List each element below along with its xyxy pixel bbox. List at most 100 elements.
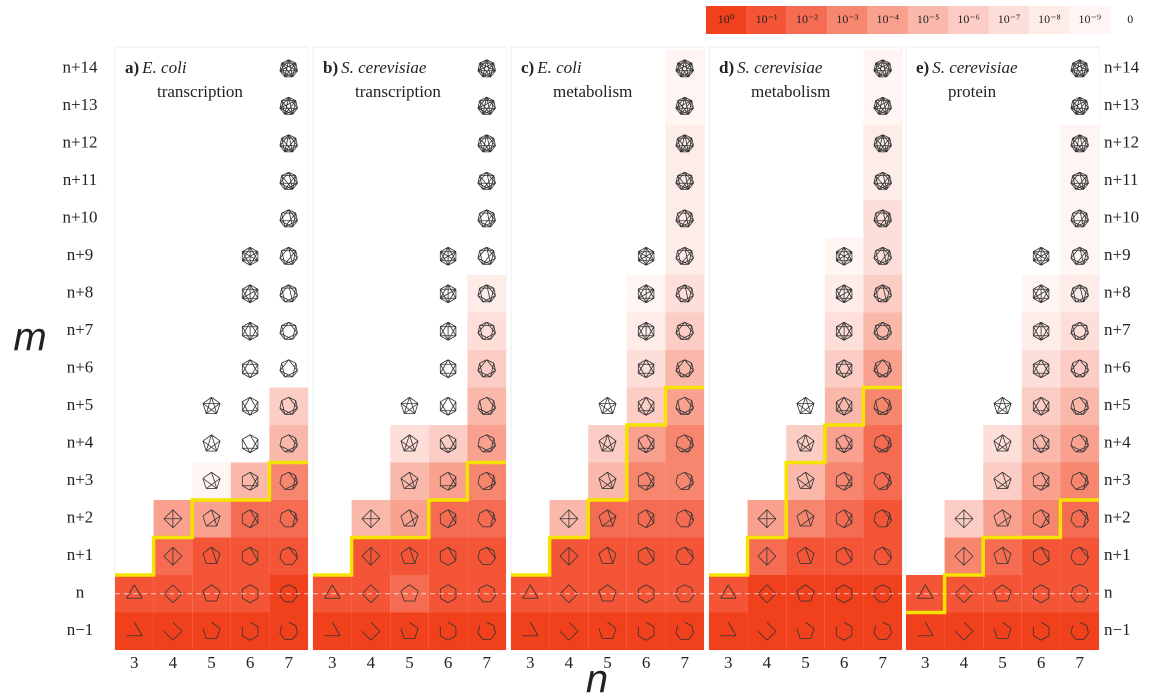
column-label: 7 bbox=[1075, 653, 1084, 672]
subgraph-icon bbox=[440, 285, 456, 303]
panel-kind: metabolism bbox=[553, 82, 632, 101]
row-label: n+10 bbox=[62, 208, 97, 227]
cell bbox=[1060, 388, 1099, 426]
cell bbox=[665, 463, 704, 501]
cell bbox=[269, 275, 308, 313]
column-label: 7 bbox=[878, 653, 887, 672]
cell bbox=[429, 425, 468, 463]
cell bbox=[863, 425, 902, 463]
cell bbox=[786, 388, 825, 426]
subgraph-icon bbox=[440, 247, 456, 265]
cell bbox=[983, 425, 1022, 463]
cell bbox=[467, 500, 506, 538]
cell bbox=[429, 613, 468, 651]
column-label: 4 bbox=[960, 653, 969, 672]
cell bbox=[825, 500, 864, 538]
column-label: 6 bbox=[246, 653, 255, 672]
panel-title: a)E. coli bbox=[125, 58, 187, 77]
cell bbox=[192, 500, 231, 538]
cell bbox=[1060, 538, 1099, 576]
column-label: 5 bbox=[603, 653, 612, 672]
column-label: 4 bbox=[763, 653, 772, 672]
cell bbox=[467, 50, 506, 88]
row-label: n+5 bbox=[1104, 395, 1131, 414]
cell bbox=[665, 350, 704, 388]
subgraph-icon bbox=[638, 247, 654, 265]
cell bbox=[1060, 200, 1099, 238]
cell bbox=[550, 613, 589, 651]
cell bbox=[588, 613, 627, 651]
cell bbox=[825, 388, 864, 426]
cell bbox=[786, 613, 825, 651]
cell bbox=[825, 613, 864, 651]
cell bbox=[983, 538, 1022, 576]
column-label: 6 bbox=[444, 653, 453, 672]
row-label: n+9 bbox=[67, 245, 94, 264]
cell bbox=[627, 425, 666, 463]
column-label: 3 bbox=[526, 653, 535, 672]
cell bbox=[192, 463, 231, 501]
cell bbox=[429, 350, 468, 388]
cell bbox=[467, 313, 506, 351]
cell bbox=[748, 613, 787, 651]
cell bbox=[390, 613, 429, 651]
cell bbox=[390, 538, 429, 576]
cell bbox=[154, 613, 193, 651]
legend-label: 10⁻⁷ bbox=[998, 12, 1021, 26]
cell bbox=[786, 538, 825, 576]
cell bbox=[467, 200, 506, 238]
row-label: n+11 bbox=[63, 170, 97, 189]
subgraph-icon bbox=[1033, 247, 1049, 265]
column-label: 3 bbox=[724, 653, 733, 672]
cell bbox=[863, 88, 902, 126]
row-label: n+5 bbox=[67, 395, 94, 414]
cell bbox=[627, 388, 666, 426]
panel-letter: d) bbox=[719, 58, 734, 77]
cell bbox=[627, 613, 666, 651]
cell bbox=[863, 125, 902, 163]
column-label: 6 bbox=[642, 653, 651, 672]
legend-label: 10⁻⁶ bbox=[957, 12, 980, 26]
cell bbox=[467, 163, 506, 201]
cell bbox=[665, 50, 704, 88]
column-label: 4 bbox=[565, 653, 574, 672]
cell bbox=[588, 500, 627, 538]
subgraph-icon bbox=[836, 322, 852, 340]
cell bbox=[863, 538, 902, 576]
page: m n 10⁰10⁻¹10⁻²10⁻³10⁻⁴10⁻⁵10⁻⁶10⁻⁷10⁻⁸1… bbox=[0, 0, 1159, 698]
column-label: 4 bbox=[367, 653, 376, 672]
cell bbox=[269, 538, 308, 576]
cell bbox=[665, 88, 704, 126]
column-label: 3 bbox=[130, 653, 139, 672]
row-label: n−1 bbox=[1104, 620, 1131, 639]
row-label: n bbox=[1104, 583, 1113, 602]
cell bbox=[467, 463, 506, 501]
cell bbox=[1022, 500, 1061, 538]
cell bbox=[1060, 313, 1099, 351]
row-label: n+10 bbox=[1104, 208, 1139, 227]
cell bbox=[627, 500, 666, 538]
cell bbox=[825, 463, 864, 501]
cell bbox=[825, 538, 864, 576]
cell bbox=[825, 350, 864, 388]
row-label: n+3 bbox=[67, 470, 94, 489]
cell bbox=[588, 388, 627, 426]
cell bbox=[269, 238, 308, 276]
legend-label: 0 bbox=[1127, 12, 1133, 26]
cell bbox=[192, 388, 231, 426]
subgraph-icon bbox=[638, 322, 654, 340]
cell bbox=[825, 425, 864, 463]
cell bbox=[665, 238, 704, 276]
cell bbox=[269, 613, 308, 651]
panel-letter: c) bbox=[521, 58, 534, 77]
cell bbox=[665, 125, 704, 163]
cell bbox=[863, 388, 902, 426]
cell bbox=[627, 350, 666, 388]
panel-organism: E. coli bbox=[141, 58, 187, 77]
panel-title: e)S. cerevisiae bbox=[916, 58, 1018, 77]
cell bbox=[390, 500, 429, 538]
cell bbox=[665, 538, 704, 576]
subgraph-icon bbox=[836, 247, 852, 265]
cell bbox=[665, 500, 704, 538]
cell bbox=[231, 350, 270, 388]
